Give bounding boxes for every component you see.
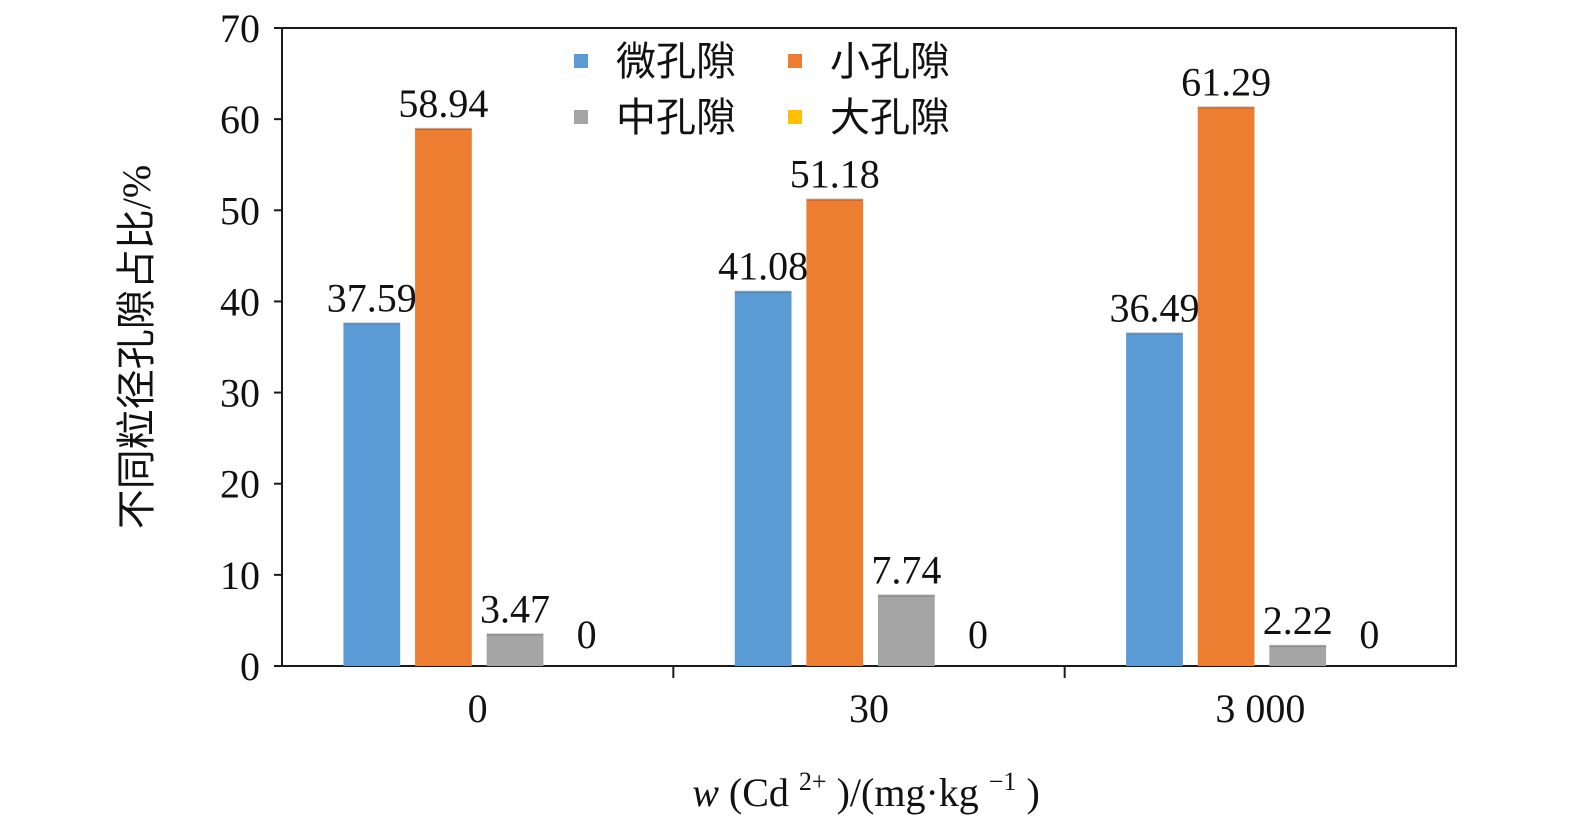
x-axis-title: w (Cd 2+ )/(mg·kg −1 ) [692, 754, 1040, 815]
data-label: 41.08 [718, 244, 808, 289]
x-axis-title-mid: )/(mg·kg [837, 770, 979, 815]
y-tick-label: 50 [220, 188, 260, 233]
x-axis-title-var: w [692, 770, 719, 815]
y-tick-label: 30 [220, 371, 260, 416]
bar [734, 291, 792, 666]
legend-swatch [574, 110, 588, 124]
x-tick-label: 0 [468, 686, 488, 731]
plot-frame [281, 27, 1457, 667]
data-label: 3.47 [480, 586, 550, 631]
bar [806, 199, 864, 666]
legend-label: 小孔隙 [830, 39, 950, 85]
data-label: 0 [1359, 612, 1379, 657]
x-axis-title-close: ) [1026, 770, 1039, 815]
data-label: 61.29 [1181, 59, 1271, 104]
bar [343, 323, 401, 666]
y-tick-label: 20 [220, 462, 260, 507]
y-tick-label: 70 [220, 6, 260, 51]
x-tick-label: 3 000 [1215, 686, 1305, 731]
y-tick-label: 10 [220, 553, 260, 598]
x-tick-label: 30 [849, 686, 889, 731]
legend-swatch [574, 54, 588, 68]
legend-swatch [788, 54, 802, 68]
y-tick-label: 60 [220, 97, 260, 142]
x-axis: 0 30 3 000 [468, 666, 1305, 731]
bar [1269, 645, 1327, 666]
bar [486, 634, 544, 666]
x-axis-title-open: (Cd [729, 770, 789, 815]
bars [343, 106, 1327, 666]
x-axis-title-sup2: −1 [989, 767, 1017, 796]
bar [1197, 107, 1255, 666]
data-label: 2.22 [1263, 598, 1333, 643]
data-labels: 37.59 41.08 36.49 58.94 51.18 61.29 3.47 7.74 2.… [327, 59, 1380, 657]
data-label: 51.18 [790, 152, 880, 197]
data-label: 0 [968, 612, 988, 657]
legend-label: 中孔隙 [616, 95, 736, 141]
legend-label: 微孔隙 [616, 39, 736, 85]
y-axis: 0 10 20 30 40 50 60 70 [220, 6, 282, 689]
y-axis-title: 不同粒径孔隙占比/% [114, 165, 159, 529]
y-tick-label: 0 [240, 644, 260, 689]
y-tick-label: 40 [220, 279, 260, 324]
bar [1126, 333, 1183, 666]
bar [415, 128, 472, 666]
data-label: 37.59 [327, 275, 417, 320]
bar [878, 595, 935, 666]
data-label: 58.94 [398, 81, 488, 126]
data-label: 7.74 [871, 547, 941, 592]
data-label: 36.49 [1109, 285, 1199, 330]
legend-label: 大孔隙 [830, 95, 950, 141]
legend-swatch [788, 110, 802, 124]
data-label: 0 [577, 612, 597, 657]
x-axis-title-sup1: 2+ [799, 767, 827, 796]
